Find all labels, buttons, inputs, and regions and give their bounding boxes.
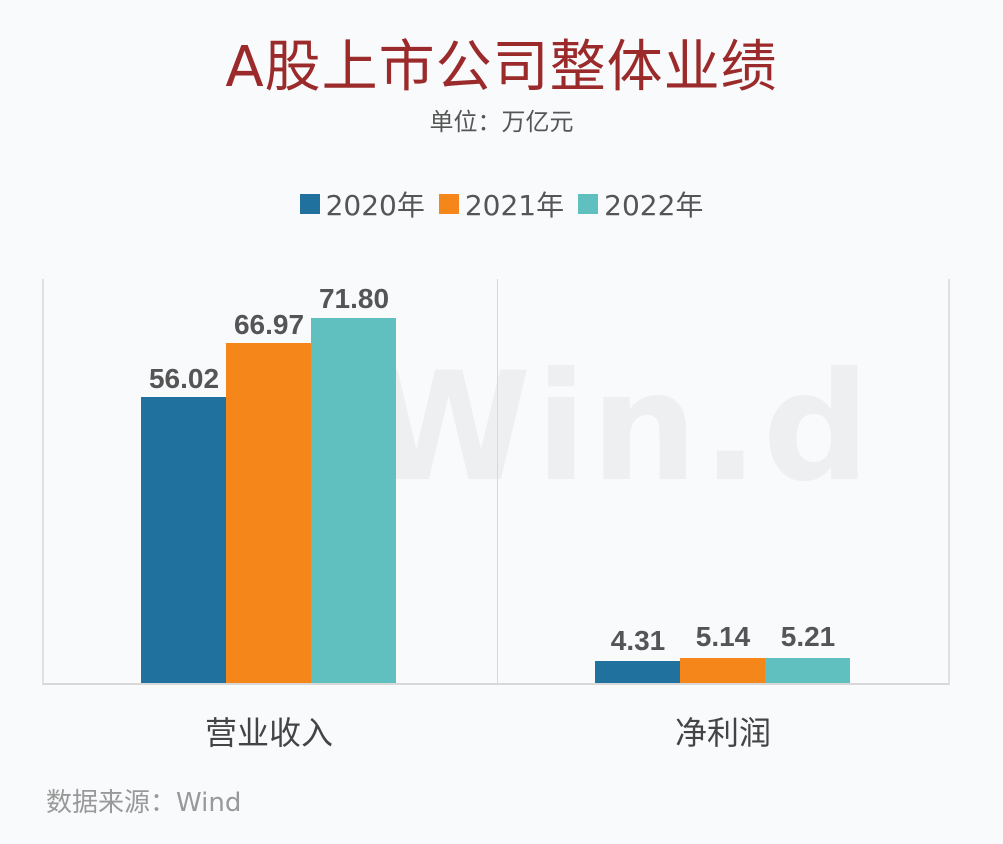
chart-title: A股上市公司整体业绩 xyxy=(225,35,778,100)
bar-profit-2022 xyxy=(765,658,850,683)
bar-revenue-2021 xyxy=(226,343,311,683)
legend-item-2022: 2022年 xyxy=(578,184,703,224)
value-label: 56.02 xyxy=(148,363,220,394)
legend-item-2021: 2021年 xyxy=(438,184,565,224)
category-label-profit: 净利润 xyxy=(674,714,771,752)
category-divider xyxy=(497,279,498,683)
bar-profit-2020 xyxy=(595,661,680,683)
category-label-revenue: 营业收入 xyxy=(204,714,333,752)
legend-label: 2022年 xyxy=(604,189,704,222)
legend-swatch-2022 xyxy=(578,194,599,214)
legend-label: 2021年 xyxy=(464,189,565,222)
chart-subtitle: 单位：万亿元 xyxy=(429,108,574,136)
data-source: 数据来源：Wind xyxy=(46,788,242,818)
bar-revenue-2020 xyxy=(141,397,226,683)
plot-area: Win.d 56.02 66.97 71.80 4.31 5.14 5.21 xyxy=(42,279,950,685)
bar-profit-2021 xyxy=(680,658,765,683)
value-label: 4.31 xyxy=(610,625,666,656)
legend-item-2020: 2020年 xyxy=(299,184,425,224)
bar-revenue-2022 xyxy=(311,318,396,683)
legend-label: 2020年 xyxy=(325,189,425,222)
value-label: 66.97 xyxy=(233,309,305,340)
watermark: Win.d xyxy=(366,341,875,515)
legend-swatch-2020 xyxy=(299,194,320,214)
legend: 2020年 2021年 2022年 xyxy=(0,184,1003,224)
value-label: 5.21 xyxy=(780,621,836,652)
legend-swatch-2021 xyxy=(438,194,459,214)
value-label: 5.14 xyxy=(695,621,751,652)
value-label: 71.80 xyxy=(318,283,390,314)
